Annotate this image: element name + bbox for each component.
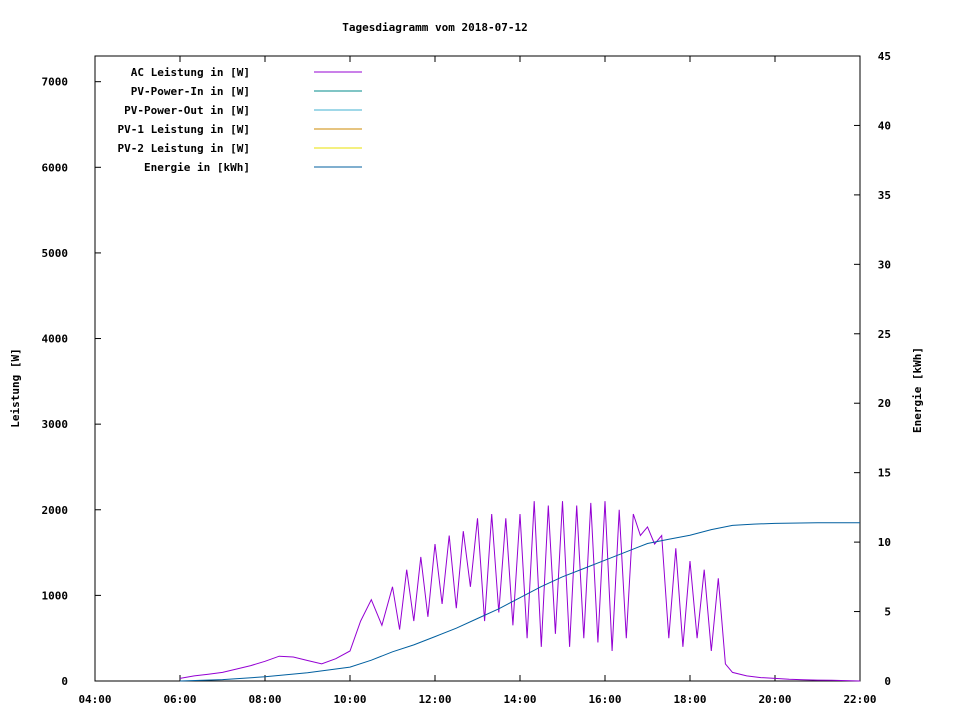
x-tick-label: 22:00 [843,693,876,706]
x-tick-label: 10:00 [333,693,366,706]
y-tick-label: 4000 [42,333,69,346]
y2-tick-label: 5 [884,606,891,619]
legend-label-1: PV-Power-In in [W] [131,85,250,98]
y2-tick-label: 0 [884,675,891,688]
x-tick-label: 18:00 [673,693,706,706]
chart-title: Tagesdiagramm vom 2018-07-12 [342,21,527,34]
y2-axis-label: Energie [kWh] [911,347,924,433]
axis-ticks: 04:00 06:00 08:00 10:00 12:00 14:00 16:00 18:00… [42,50,892,706]
y-tick-label: 3000 [42,418,69,431]
legend: AC Leistung in [W] PV-Power-In in [W] PV-P… [118,66,362,174]
x-tick-label: 04:00 [78,693,111,706]
series-line-5 [179,522,860,682]
series-line-0 [179,501,861,682]
y-tick-label: 1000 [42,589,69,602]
legend-label-5: Energie in [kWh] [144,161,250,174]
x-tick-label: 20:00 [758,693,791,706]
y-tick-label: 6000 [42,161,69,174]
legend-label-4: PV-2 Leistung in [W] [118,142,250,155]
y-tick-label: 0 [61,675,68,688]
y2-tick-label: 10 [878,536,891,549]
series-layer [179,501,861,682]
x-tick-label: 14:00 [503,693,536,706]
y2-tick-label: 20 [878,397,891,410]
x-tick-label: 12:00 [418,693,451,706]
x-tick-label: 08:00 [248,693,281,706]
x-tick-label: 06:00 [163,693,196,706]
legend-label-2: PV-Power-Out in [W] [124,104,250,117]
legend-label-0: AC Leistung in [W] [131,66,250,79]
y2-tick-label: 25 [878,328,891,341]
y2-tick-label: 45 [878,50,891,63]
y2-tick-label: 15 [878,467,891,480]
x-tick-label: 16:00 [588,693,621,706]
legend-label-3: PV-1 Leistung in [W] [118,123,250,136]
y2-tick-label: 30 [878,258,891,271]
y-tick-label: 5000 [42,247,69,260]
y-axis-label: Leistung [W] [9,348,22,427]
y2-tick-label: 35 [878,189,891,202]
y-tick-label: 2000 [42,504,69,517]
plot-frame [94,55,861,682]
y2-tick-label: 40 [878,119,891,132]
y-tick-label: 7000 [42,76,69,89]
